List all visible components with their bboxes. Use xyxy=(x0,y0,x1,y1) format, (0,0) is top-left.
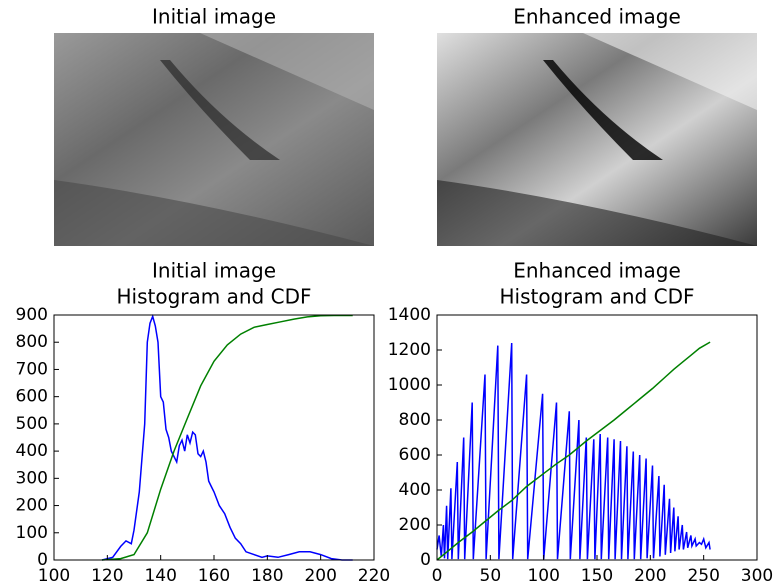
y-tick-label: 600 xyxy=(399,445,431,465)
data-line xyxy=(101,314,353,561)
y-tick-label: 600 xyxy=(16,387,48,407)
y-tick-label: 200 xyxy=(399,515,431,535)
image-title: Enhanced image xyxy=(513,5,681,29)
chart-subtitle: Histogram and CDF xyxy=(500,285,695,309)
y-tick-label: 300 xyxy=(16,468,48,488)
y-tick-label: 0 xyxy=(37,550,48,570)
axes-frame xyxy=(53,314,375,561)
image-title: Initial image xyxy=(152,5,276,29)
x-tick-label: 140 xyxy=(144,566,176,586)
y-tick-label: 1400 xyxy=(388,305,431,325)
x-tick-label: 150 xyxy=(581,566,613,586)
y-tick-label: 400 xyxy=(399,480,431,500)
chart-subtitle: Histogram and CDF xyxy=(117,285,312,309)
data-line xyxy=(436,341,711,561)
x-tick-label: 120 xyxy=(91,566,123,586)
y-tick-label: 700 xyxy=(16,359,48,379)
x-tick-label: 250 xyxy=(687,566,719,586)
y-tick-label: 800 xyxy=(399,410,431,430)
enhanced-image xyxy=(437,33,757,246)
y-tick-label: 1000 xyxy=(388,375,431,395)
data-line xyxy=(436,342,711,560)
y-tick-label: 100 xyxy=(16,523,48,543)
y-tick-label: 400 xyxy=(16,441,48,461)
x-tick-label: 100 xyxy=(527,566,559,586)
x-tick-label: 220 xyxy=(358,566,390,586)
x-tick-label: 200 xyxy=(304,566,336,586)
data-line xyxy=(101,314,353,561)
x-tick-label: 180 xyxy=(251,566,283,586)
y-tick-label: 900 xyxy=(16,305,48,325)
initial-image xyxy=(54,33,374,246)
y-tick-label: 1200 xyxy=(388,340,431,360)
chart-title: Enhanced image xyxy=(513,259,681,283)
chart-title: Initial image xyxy=(152,259,276,283)
y-tick-label: 800 xyxy=(16,332,48,352)
y-tick-label: 500 xyxy=(16,414,48,434)
x-tick-label: 100 xyxy=(38,566,70,586)
y-tick-label: 200 xyxy=(16,496,48,516)
x-tick-label: 200 xyxy=(634,566,666,586)
x-tick-label: 50 xyxy=(480,566,502,586)
x-tick-label: 300 xyxy=(741,566,773,586)
y-tick-label: 0 xyxy=(420,550,431,570)
x-tick-label: 0 xyxy=(432,566,443,586)
x-tick-label: 160 xyxy=(198,566,230,586)
